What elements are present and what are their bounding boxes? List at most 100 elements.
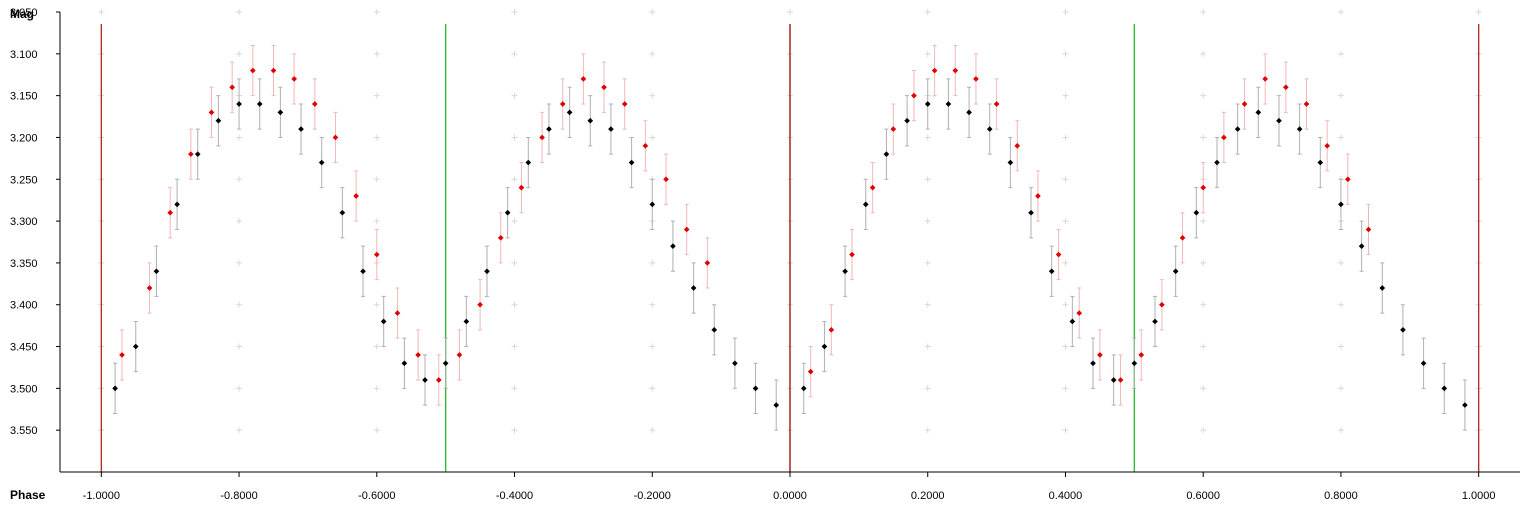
data-point-black — [732, 360, 738, 367]
data-point-red — [188, 151, 194, 158]
grid-cross — [373, 9, 380, 15]
grid-cross — [1337, 134, 1344, 141]
data-point-red — [621, 101, 628, 107]
grid-cross — [1062, 218, 1069, 225]
x-tick-label: 0.8000 — [1324, 490, 1358, 502]
grid-cross — [1062, 385, 1069, 392]
grid-cross — [1062, 259, 1069, 266]
data-point-red — [1097, 352, 1103, 358]
x-tick-label: 0.2000 — [911, 490, 945, 502]
grid-cross — [649, 385, 656, 392]
data-point-red — [828, 326, 835, 333]
grid-cross — [649, 92, 656, 99]
data-point-red — [250, 67, 256, 74]
grid-cross — [924, 301, 931, 308]
y-tick-label: 3.100 — [10, 49, 38, 61]
grid-cross — [1200, 343, 1207, 350]
x-tick-labels: -1.0000 -0.8000 -0.6000 -0.4000 -0.2000 0.000… — [83, 472, 1496, 502]
y-tick-label: 3.050 — [10, 7, 38, 19]
data-point-red — [435, 377, 442, 383]
data-point-black — [1152, 318, 1158, 325]
y-tick-label: 3.250 — [10, 174, 38, 186]
grid-cross — [1337, 92, 1344, 99]
data-point-black — [1193, 209, 1200, 216]
grid-cross — [511, 9, 518, 15]
data-point-black — [1090, 360, 1096, 367]
data-point-red — [1035, 193, 1041, 199]
y-tick-label: 3.450 — [10, 342, 38, 354]
data-point-red — [477, 301, 483, 308]
data-point-black — [318, 159, 325, 166]
grid-cross — [649, 301, 656, 308]
data-point-black — [649, 201, 656, 208]
grid-cross — [649, 50, 656, 57]
x-tick-label: 0.0000 — [773, 490, 807, 502]
data-point-black — [422, 377, 428, 383]
grid-cross — [1200, 9, 1207, 15]
grid-cross — [787, 9, 793, 15]
data-point-black — [1338, 201, 1344, 208]
x-tick-label: -0.4000 — [496, 490, 533, 502]
x-tick-label: -1.0000 — [83, 490, 120, 502]
grid-cross — [98, 9, 105, 15]
data-point-black — [504, 209, 511, 216]
data-point-black — [484, 268, 490, 275]
grid-cross — [1337, 427, 1344, 434]
data-point-black — [463, 318, 470, 325]
data-point-black — [966, 109, 972, 116]
data-point-black — [174, 201, 180, 208]
x-tick-label: 1.0000 — [1462, 490, 1496, 502]
grid-cross — [373, 343, 380, 350]
y-tick-label: 3.500 — [10, 383, 38, 395]
data-point-red — [208, 109, 215, 116]
data-point-red — [497, 234, 504, 241]
grid-cross — [924, 9, 931, 15]
data-point-black — [1172, 268, 1179, 275]
y-tick-label: 3.300 — [10, 216, 38, 228]
data-point-black — [1255, 109, 1262, 116]
grid-cross — [511, 92, 518, 99]
grid-cross — [1200, 427, 1207, 434]
grid-cross — [1200, 301, 1207, 308]
grid-cross — [511, 50, 518, 57]
data-point-red — [993, 101, 1000, 107]
data-point-black — [883, 151, 890, 158]
data-point-red — [580, 76, 587, 82]
y-axis-title: Mag — [10, 7, 34, 21]
data-point-red — [1221, 134, 1227, 141]
data-point-red — [1283, 84, 1289, 91]
grid-cross — [236, 343, 243, 350]
data-point-red — [373, 251, 380, 258]
grid-cross — [373, 134, 380, 141]
data-point-black — [360, 268, 366, 275]
grid-cross — [649, 259, 656, 266]
y-tick-label: 3.150 — [10, 91, 38, 103]
grid-cross — [373, 218, 380, 225]
data-point-red — [1303, 101, 1310, 107]
grid-cross — [511, 176, 518, 183]
data-point-red — [229, 84, 235, 91]
data-point-black — [525, 159, 532, 166]
data-point-red — [1076, 310, 1083, 316]
data-point-black — [587, 117, 594, 124]
data-point-black — [800, 385, 807, 392]
data-point-red — [270, 67, 277, 74]
data-point-black — [945, 101, 952, 107]
data-point-red — [332, 134, 339, 141]
y-tick-label: 3.200 — [10, 132, 38, 144]
data-point-black — [112, 385, 118, 392]
data-point-black — [862, 201, 869, 208]
data-point-black — [1441, 385, 1448, 392]
data-point-red — [663, 176, 669, 183]
data-point-black — [608, 126, 614, 132]
grid-cross — [236, 9, 243, 15]
data-point-black — [401, 360, 408, 367]
data-point-red — [849, 251, 855, 258]
data-point-red — [807, 368, 814, 375]
data-point-red — [1345, 176, 1351, 183]
grid-cross — [511, 343, 518, 350]
x-tick-label: 0.6000 — [1186, 490, 1220, 502]
data-point-black — [752, 385, 759, 392]
data-point-red — [1324, 142, 1330, 149]
